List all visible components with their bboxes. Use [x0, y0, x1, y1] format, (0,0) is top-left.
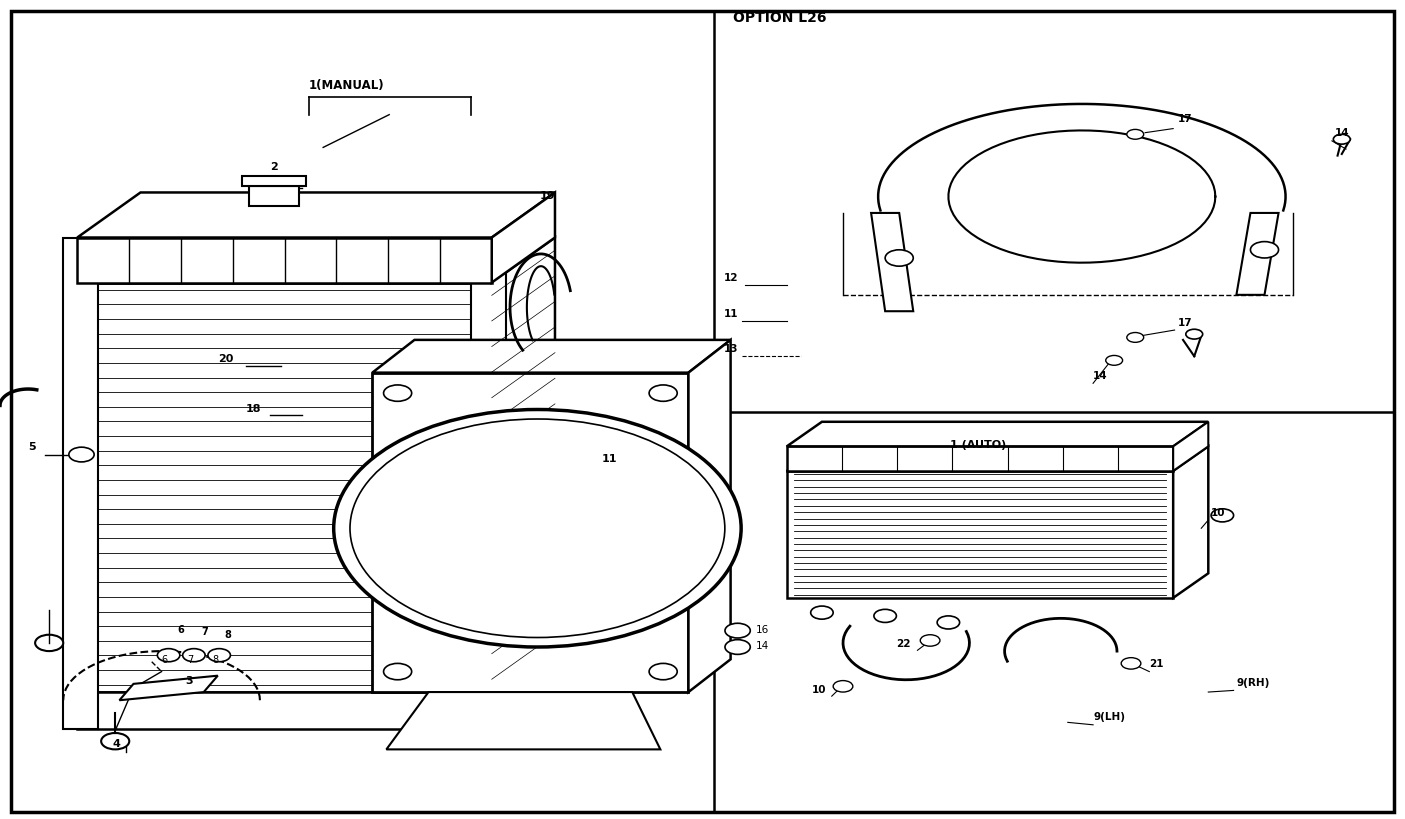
- Polygon shape: [1173, 446, 1208, 598]
- Circle shape: [833, 681, 853, 692]
- Bar: [77, 283, 492, 692]
- Polygon shape: [492, 238, 555, 692]
- Circle shape: [1121, 658, 1141, 669]
- Circle shape: [1186, 329, 1203, 339]
- Text: 4: 4: [112, 740, 121, 749]
- Polygon shape: [63, 238, 98, 729]
- Text: 17: 17: [1177, 115, 1191, 124]
- Circle shape: [649, 385, 677, 401]
- Circle shape: [384, 385, 412, 401]
- Text: 21: 21: [1149, 659, 1163, 669]
- Text: 14: 14: [1335, 128, 1349, 138]
- Text: 6: 6: [177, 625, 184, 635]
- Text: 7: 7: [201, 627, 208, 637]
- Text: 22: 22: [896, 639, 910, 649]
- Text: 10: 10: [812, 685, 826, 695]
- Polygon shape: [787, 422, 1208, 446]
- Text: 5: 5: [28, 442, 35, 452]
- Circle shape: [1127, 333, 1144, 342]
- Polygon shape: [787, 446, 1208, 471]
- Bar: [250, 185, 299, 206]
- Text: 18: 18: [246, 404, 261, 414]
- Circle shape: [1250, 242, 1279, 258]
- Circle shape: [334, 410, 742, 647]
- Text: 17: 17: [1177, 318, 1191, 328]
- Text: 20: 20: [218, 355, 233, 364]
- Circle shape: [183, 649, 205, 662]
- Text: 2: 2: [270, 162, 278, 172]
- Text: 13: 13: [724, 344, 738, 354]
- Circle shape: [649, 663, 677, 680]
- Text: 3: 3: [185, 676, 192, 686]
- Bar: [787, 446, 1173, 471]
- Circle shape: [874, 609, 896, 622]
- Bar: [372, 373, 688, 692]
- Text: OPTION L26: OPTION L26: [733, 11, 828, 25]
- Circle shape: [350, 419, 725, 637]
- Circle shape: [1127, 129, 1144, 139]
- Text: 14: 14: [756, 641, 769, 651]
- Text: 8: 8: [225, 630, 232, 640]
- Polygon shape: [1173, 422, 1208, 471]
- Polygon shape: [871, 213, 913, 311]
- Circle shape: [937, 616, 960, 629]
- Polygon shape: [1236, 213, 1279, 295]
- Circle shape: [69, 447, 94, 462]
- Bar: [77, 692, 492, 729]
- Polygon shape: [492, 670, 523, 729]
- Circle shape: [885, 250, 913, 266]
- Text: 16: 16: [756, 625, 769, 635]
- Bar: [242, 175, 306, 185]
- Text: 14: 14: [1093, 371, 1107, 381]
- Text: 11: 11: [724, 310, 738, 319]
- Text: 19: 19: [540, 191, 555, 201]
- Bar: [787, 471, 1173, 598]
- Bar: [77, 238, 492, 283]
- Text: 9(LH): 9(LH): [1093, 713, 1125, 722]
- Text: 1(MANUAL): 1(MANUAL): [309, 79, 385, 92]
- Text: 7: 7: [187, 655, 192, 665]
- Circle shape: [384, 663, 412, 680]
- Circle shape: [725, 640, 750, 654]
- Text: 12: 12: [724, 273, 738, 283]
- Text: 1 (AUTO): 1 (AUTO): [950, 441, 1006, 450]
- Polygon shape: [471, 238, 506, 729]
- Polygon shape: [688, 340, 731, 692]
- Circle shape: [157, 649, 180, 662]
- Polygon shape: [386, 692, 660, 749]
- Polygon shape: [119, 676, 218, 700]
- Text: 10: 10: [1211, 508, 1225, 518]
- Circle shape: [920, 635, 940, 646]
- Circle shape: [1106, 355, 1123, 365]
- Circle shape: [208, 649, 230, 662]
- Text: 8: 8: [212, 655, 218, 665]
- Polygon shape: [492, 192, 555, 283]
- Polygon shape: [77, 238, 555, 283]
- Text: 6: 6: [162, 655, 167, 665]
- Circle shape: [1333, 134, 1350, 144]
- Circle shape: [35, 635, 63, 651]
- Polygon shape: [372, 340, 731, 373]
- Polygon shape: [77, 192, 555, 238]
- Circle shape: [101, 733, 129, 749]
- Text: 11: 11: [601, 455, 617, 464]
- Circle shape: [1211, 509, 1234, 522]
- Circle shape: [725, 623, 750, 638]
- Circle shape: [811, 606, 833, 619]
- Text: 9(RH): 9(RH): [1236, 678, 1270, 688]
